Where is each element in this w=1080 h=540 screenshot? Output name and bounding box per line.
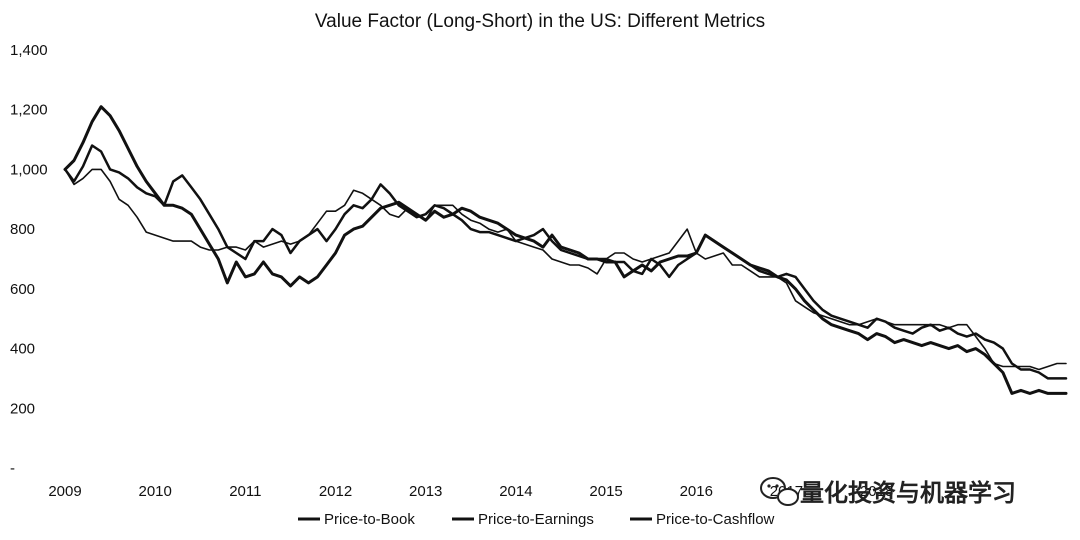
legend: Price-to-Book Price-to-Earnings Price-to-C… [298,511,775,528]
x-tick-label: 2015 [589,483,622,500]
series-layer [63,105,1068,395]
series-line-2 [63,144,1068,380]
y-tick-label: 1,200 [10,102,48,119]
y-tick-label: - [10,460,15,477]
series-line-1 [63,105,1068,395]
legend-label: Price-to-Earnings [478,511,594,528]
chart-title: Value Factor (Long-Short) in the US: Dif… [315,11,765,32]
x-tick-label: 2009 [48,483,81,500]
x-tick-label: 2018 [860,483,893,500]
watermark-text: 量化投资与机器学习 [800,479,1016,507]
y-tick-label: 1,000 [10,161,48,178]
legend-label: Price-to-Book [324,511,415,528]
x-tick-label: 2013 [409,483,442,500]
x-tick-label: 2014 [499,483,532,500]
wechat-icon [760,477,799,506]
series-line-3 [64,168,1067,371]
x-tick-label: 2010 [138,483,171,500]
watermark: 量化投资与机器学习 [760,477,1016,507]
x-tick-label: 2012 [319,483,352,500]
y-axis-ticks: - 200 400 600 800 1,000 1,200 1,400 [10,42,48,477]
y-tick-label: 1,400 [10,42,48,59]
x-tick-label: 2016 [680,483,713,500]
y-tick-label: 400 [10,341,35,358]
y-tick-label: 800 [10,221,35,238]
y-tick-label: 600 [10,281,35,298]
legend-label: Price-to-Cashflow [656,511,775,528]
y-tick-label: 200 [10,400,35,417]
x-tick-label: 2011 [229,483,261,500]
